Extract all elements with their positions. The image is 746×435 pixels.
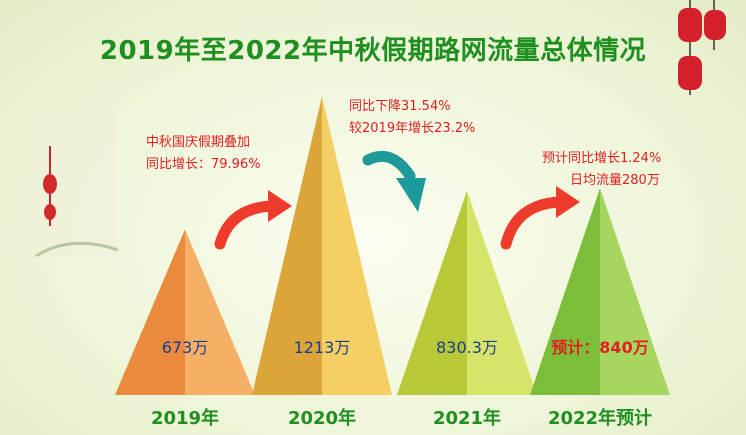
category-label-0: 2019年 [151, 407, 219, 429]
annotation-2021: 同比下降31.54% 较2019年增长23.2% [349, 96, 475, 140]
lantern-icon [678, 8, 702, 42]
annotation-2021-line1: 同比下降31.54% [349, 99, 451, 114]
down-arrow-icon [362, 151, 416, 182]
lantern-icon [678, 56, 702, 90]
annotation-2020: 中秋国庆假期叠加 同比增长：79.96% [146, 132, 261, 176]
annotation-2022: 预计同比增长1.24% 日均流量280万 [542, 148, 661, 192]
bar-2 [397, 190, 537, 395]
annotation-2020-line2: 同比增长：79.96% [146, 157, 261, 172]
annotation-2022-line1: 预计同比增长1.24% [542, 151, 662, 166]
mid-autumn-seal-decoration [30, 116, 119, 258]
category-label-2: 2021年 [433, 407, 501, 429]
lantern-icon [704, 10, 726, 40]
annotation-2022-line2: 日均流量280万 [570, 173, 660, 188]
chart-title: 2019年至2022年中秋假期路网流量总体情况 [99, 36, 647, 66]
annotation-2020-line1: 中秋国庆假期叠加 [146, 135, 251, 150]
value-label-2: 830.3万 [436, 338, 498, 357]
lantern-icon [43, 174, 57, 194]
category-label-1: 2020年 [288, 407, 356, 429]
up-arrow-icon [500, 196, 566, 250]
bar-0 [115, 229, 255, 395]
trend-arrows [214, 151, 580, 250]
bar-3 [530, 188, 670, 395]
category-label-3: 2022年预计 [548, 407, 652, 429]
annotation-2021-line2: 较2019年增长23.2% [349, 121, 476, 136]
up-arrow-icon [214, 200, 278, 250]
bar-1 [252, 96, 392, 396]
down-arrow-icon-head [396, 178, 426, 212]
lantern-icon [44, 204, 56, 220]
cloud-swirl-icon [35, 241, 119, 258]
up-arrow-icon-head [268, 190, 292, 222]
up-arrow-icon-head [556, 186, 580, 218]
value-label-1: 1213万 [294, 338, 351, 357]
value-label-0: 673万 [162, 338, 209, 357]
value-label-3: 预计：840万 [551, 338, 648, 357]
lantern-decoration [678, 0, 726, 95]
